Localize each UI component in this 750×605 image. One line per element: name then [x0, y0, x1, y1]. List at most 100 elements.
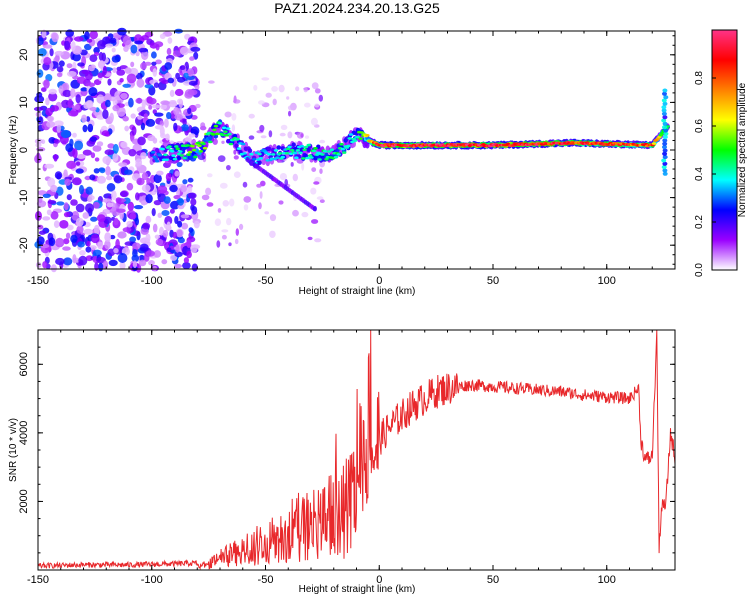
spectrogram-noise-blob: [160, 100, 170, 105]
spectrogram-noise-blob: [190, 204, 195, 211]
spectrogram-noise-blob: [133, 205, 144, 210]
spectrogram-noise-blob: [200, 122, 206, 129]
spectrogram-ridge-cell: [171, 154, 176, 157]
x-tick-label: 50: [487, 275, 499, 287]
spectrogram-noise-blob: [242, 181, 248, 188]
spectrogram-noise-blob: [279, 132, 286, 137]
spectrogram-noise-blob: [135, 98, 143, 104]
spectrogram-noise-blob: [155, 43, 160, 51]
spectrogram-noise-blob: [311, 219, 319, 224]
x-tick-label: -150: [27, 574, 49, 586]
spectrogram-noise-blob: [140, 152, 147, 160]
spectrogram-noise-blob: [307, 236, 313, 241]
spectrogram-noise-blob: [187, 177, 194, 183]
spectrogram-noise-blob: [130, 61, 135, 68]
spectrogram-ridge-cell: [273, 149, 279, 152]
spectrogram-noise-blob: [85, 203, 94, 213]
spectrogram-ridge-cell: [313, 147, 318, 150]
spectrogram-noise-blob: [319, 199, 325, 204]
spectrogram-noise-blob: [70, 41, 76, 52]
spectrogram-edge-cell: [661, 111, 667, 116]
spectrogram-noise-blob: [193, 220, 200, 229]
spectrogram-noise-blob: [79, 184, 84, 195]
spectrogram-noise-blob: [151, 104, 161, 109]
spectrogram-noise-blob: [71, 211, 80, 221]
spectrogram-noise-blob: [72, 254, 77, 264]
spectrogram-noise-blob: [157, 185, 168, 194]
spectrogram-noise-blob: [126, 73, 137, 84]
spectrogram-noise-blob: [63, 212, 70, 218]
spectrogram-noise-blob: [168, 101, 178, 108]
spectrogram-noise-blob: [189, 56, 195, 61]
spectrogram-noise-blob: [186, 250, 192, 259]
spectrogram-ridge-cell: [305, 156, 310, 160]
spectrogram-noise-blob: [292, 173, 298, 182]
spectrogram-noise-blob: [155, 238, 164, 246]
spectrogram-noise-blob: [46, 121, 56, 128]
spectrogram-noise-blob: [122, 83, 131, 88]
spectrogram-ridge-cell: [651, 142, 657, 145]
spectrogram-ridge-cell: [359, 131, 365, 134]
spectrogram-noise-blob: [82, 149, 92, 156]
spectrogram-noise-blob: [122, 115, 129, 122]
spectrogram-noise-blob: [113, 175, 123, 184]
spectrogram-ridge-cell: [309, 156, 314, 159]
spectrogram-noise-blob: [66, 160, 77, 169]
spectrogram-noise-blob: [85, 246, 92, 253]
spectrogram-noise-blob: [107, 143, 115, 149]
spectrogram-ridge-cell: [324, 157, 329, 161]
spectrogram-ridge-cell: [317, 158, 322, 161]
spectrogram-noise-blob: [124, 169, 133, 175]
spectrogram-noise-blob: [64, 178, 71, 186]
spectrogram-noise-blob: [145, 233, 151, 243]
spectrogram-ridge-cell: [342, 151, 347, 154]
spectrogram-edge-cell: [662, 171, 668, 176]
spectrogram-noise-blob: [301, 211, 309, 218]
spectrogram-noise-blob: [259, 124, 265, 132]
spectrogram-noise-blob: [229, 198, 235, 207]
spectrogram-noise-blob: [286, 96, 290, 100]
spectrogram-noise-blob: [84, 43, 92, 51]
spectrogram-noise-blob: [101, 130, 110, 137]
spectrogram-noise-blob: [151, 208, 156, 217]
spectrogram-noise-blob: [177, 237, 185, 244]
spectrogram-noise-blob: [41, 29, 47, 39]
spectrogram-noise-blob: [207, 173, 213, 178]
spectrogram-noise-blob: [79, 250, 86, 256]
spectrogram-edge-cell: [662, 148, 668, 153]
spectrogram-noise-blob: [172, 231, 178, 239]
spectrogram-noise-blob: [310, 117, 318, 126]
colorbar-ticks: 0.0 0.2 0.4 0.6 0.8: [694, 71, 716, 277]
spectrogram-noise-blob: [82, 124, 88, 133]
spectrogram-ridge-cell: [306, 147, 311, 153]
spectrogram-noise-blob: [152, 68, 158, 77]
spectrogram-ridge-cell: [198, 150, 204, 153]
spectrogram-ridge-cell: [155, 159, 160, 163]
spectrogram-ridge-cell: [152, 155, 157, 159]
spectrogram-noise-blob: [226, 217, 232, 226]
spectrogram-noise-blob: [77, 62, 85, 67]
x-tick-label: 0: [376, 574, 382, 586]
spectrogram-ridge-cell: [176, 155, 182, 161]
spectrogram-noise-blob: [188, 227, 194, 233]
colorbar-tick-label: 0.6: [694, 119, 705, 133]
spectrogram-noise-blob: [63, 169, 68, 177]
spectrogram-noise-blob: [117, 253, 128, 263]
spectrogram-noise-blob: [219, 182, 228, 189]
spectrogram-noise-blob: [269, 230, 276, 238]
spectrogram-noise-blob: [136, 78, 145, 88]
spectrogram-noise-blob: [319, 139, 326, 144]
spectrogram-ridge-cell: [258, 157, 264, 160]
snr-y-axis-label: SNR (10 * v/v): [8, 418, 19, 482]
spectrogram-noise-blob: [177, 197, 184, 206]
spectrogram-noise-blob: [126, 182, 134, 191]
spectrogram-noise-blob: [314, 88, 321, 94]
spectrogram-noise-blob: [188, 133, 196, 138]
spectrogram-noise-blob: [119, 78, 124, 83]
x-tick-label: -50: [258, 574, 274, 586]
colorbar-gradient: [712, 30, 737, 270]
spectrogram-noise-blob: [110, 96, 116, 102]
spectrogram-noise-blob: [77, 241, 85, 248]
spectrogram-noise-blob: [102, 198, 112, 203]
spectrogram-noise-blob: [117, 231, 127, 239]
